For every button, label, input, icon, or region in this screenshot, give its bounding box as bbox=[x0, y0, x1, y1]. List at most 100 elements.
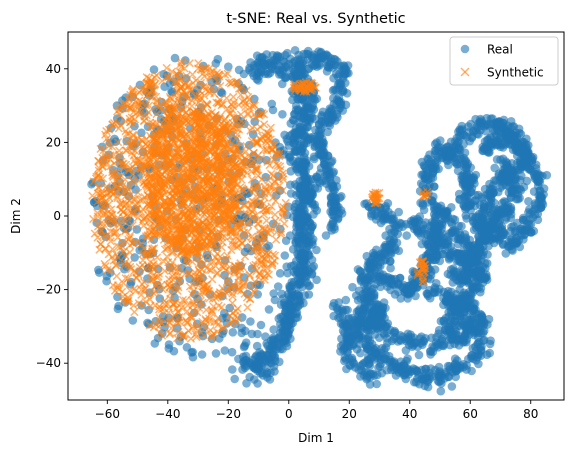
real-point bbox=[451, 327, 461, 337]
real-point bbox=[448, 214, 458, 224]
real-point bbox=[483, 320, 492, 329]
synthetic-point bbox=[214, 301, 223, 310]
real-point bbox=[268, 64, 277, 74]
points-layer bbox=[87, 46, 552, 396]
real-point bbox=[484, 230, 493, 240]
synthetic-point bbox=[175, 317, 185, 327]
real-point bbox=[477, 271, 487, 281]
synthetic-point bbox=[205, 294, 214, 303]
real-point bbox=[455, 131, 464, 141]
real-point bbox=[169, 346, 179, 356]
real-point bbox=[362, 251, 372, 261]
synthetic-point bbox=[99, 204, 108, 213]
real-point bbox=[329, 94, 338, 103]
real-point bbox=[395, 273, 405, 283]
synthetic-point bbox=[121, 274, 130, 283]
real-point bbox=[389, 328, 399, 337]
synthetic-point bbox=[150, 244, 159, 253]
synthetic-point bbox=[173, 318, 183, 328]
synthetic-point bbox=[157, 76, 167, 86]
real-point bbox=[335, 79, 344, 88]
synthetic-point bbox=[232, 134, 241, 143]
real-point bbox=[475, 248, 484, 258]
synthetic-point bbox=[263, 138, 272, 148]
synthetic-point bbox=[228, 318, 237, 327]
real-point bbox=[258, 58, 268, 68]
synthetic-point bbox=[102, 126, 111, 136]
real-point bbox=[377, 308, 386, 317]
real-point bbox=[292, 165, 301, 174]
synthetic-point bbox=[201, 287, 210, 297]
synthetic-point bbox=[245, 294, 254, 304]
synthetic-point bbox=[262, 216, 271, 225]
synthetic-point bbox=[130, 307, 139, 317]
real-point bbox=[164, 340, 174, 349]
real-point bbox=[252, 74, 262, 84]
real-point bbox=[476, 351, 486, 361]
synthetic-point bbox=[108, 281, 118, 290]
real-point bbox=[444, 301, 453, 311]
synthetic-point bbox=[112, 250, 121, 259]
real-point bbox=[321, 117, 330, 126]
real-point bbox=[95, 268, 104, 277]
synthetic-point bbox=[149, 289, 159, 298]
real-point bbox=[492, 155, 502, 164]
real-point bbox=[296, 63, 306, 72]
synthetic-point bbox=[229, 92, 238, 102]
synthetic-point bbox=[137, 279, 147, 289]
real-point bbox=[455, 194, 464, 204]
real-point bbox=[304, 281, 313, 291]
real-point bbox=[419, 226, 429, 235]
real-point bbox=[286, 189, 296, 198]
real-point bbox=[315, 59, 325, 68]
real-point bbox=[280, 251, 290, 260]
real-point bbox=[265, 375, 275, 384]
real-point bbox=[295, 226, 305, 236]
real-point bbox=[381, 255, 391, 264]
real-point bbox=[125, 216, 135, 226]
synthetic-point bbox=[132, 204, 142, 213]
real-point bbox=[461, 234, 470, 244]
synthetic-point bbox=[243, 110, 253, 119]
real-point bbox=[329, 167, 339, 177]
real-point bbox=[431, 235, 440, 244]
real-point bbox=[466, 251, 476, 260]
synthetic-point bbox=[272, 149, 282, 158]
real-point bbox=[310, 154, 319, 164]
synthetic-point bbox=[96, 225, 105, 235]
real-point bbox=[263, 351, 273, 360]
real-point bbox=[447, 367, 456, 376]
synthetic-point bbox=[228, 292, 237, 301]
synthetic-point bbox=[271, 235, 281, 244]
synthetic-point bbox=[164, 304, 174, 313]
synthetic-point bbox=[225, 311, 234, 320]
real-point bbox=[379, 243, 389, 252]
real-point bbox=[508, 122, 517, 131]
real-point bbox=[324, 63, 334, 72]
real-point bbox=[340, 356, 349, 366]
real-point bbox=[438, 249, 448, 259]
real-point bbox=[529, 171, 539, 180]
real-point bbox=[469, 330, 479, 340]
real-point bbox=[436, 376, 446, 386]
synthetic-point bbox=[113, 213, 122, 223]
synthetic-point bbox=[165, 92, 175, 102]
real-point bbox=[281, 72, 291, 82]
real-point bbox=[269, 289, 279, 298]
real-point bbox=[458, 338, 468, 347]
synthetic-point bbox=[233, 80, 242, 89]
synthetic-point bbox=[227, 78, 237, 87]
real-point bbox=[399, 359, 409, 369]
synthetic-point bbox=[254, 227, 264, 236]
real-point bbox=[419, 337, 429, 346]
real-point bbox=[228, 365, 237, 374]
synthetic-point bbox=[130, 156, 139, 165]
real-point bbox=[489, 180, 498, 190]
synthetic-point bbox=[132, 238, 141, 247]
synthetic-point bbox=[268, 258, 277, 267]
real-point bbox=[293, 274, 303, 284]
synthetic-point bbox=[173, 307, 183, 316]
synthetic-point bbox=[115, 200, 125, 209]
real-point bbox=[298, 185, 308, 194]
synthetic-point bbox=[92, 172, 101, 181]
